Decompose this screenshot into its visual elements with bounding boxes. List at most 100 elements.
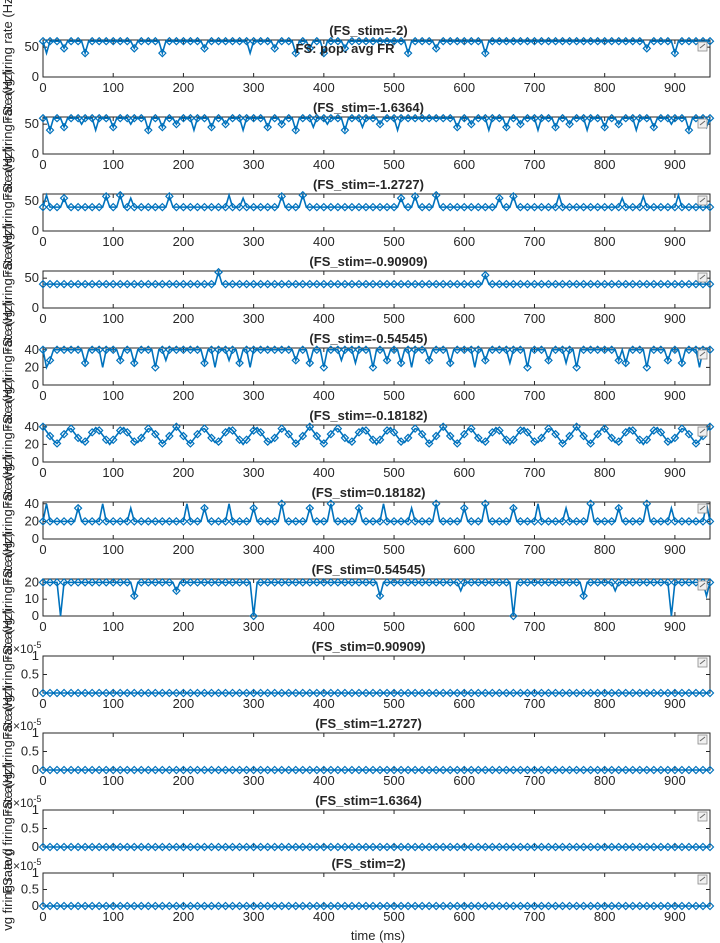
data-point-marker xyxy=(530,202,539,212)
data-point-marker xyxy=(663,842,673,852)
data-point-marker xyxy=(445,765,455,775)
data-point-marker xyxy=(544,36,553,46)
data-point-marker xyxy=(656,427,666,437)
data-point-marker xyxy=(466,279,476,289)
data-point-marker xyxy=(80,358,90,368)
brush-icon xyxy=(697,349,708,360)
data-point-marker xyxy=(66,901,76,911)
data-point-marker xyxy=(298,431,308,441)
data-point-marker xyxy=(333,688,343,698)
data-point-marker xyxy=(52,345,62,355)
x-tick-label: 600 xyxy=(453,465,475,480)
data-point-marker xyxy=(284,765,294,775)
data-point-marker xyxy=(565,578,574,587)
data-point-marker xyxy=(305,765,315,775)
x-tick-label: 400 xyxy=(313,234,335,249)
data-point-marker xyxy=(94,36,104,46)
data-point-marker xyxy=(389,688,399,698)
data-point-marker xyxy=(150,517,160,526)
data-point-marker xyxy=(396,437,406,446)
data-point-marker xyxy=(642,113,652,123)
x-tick-label: 400 xyxy=(313,157,335,172)
data-point-marker xyxy=(207,122,216,132)
data-point-marker xyxy=(424,688,434,698)
data-point-marker xyxy=(136,765,146,775)
data-point-marker xyxy=(235,578,244,587)
data-point-marker xyxy=(165,113,174,123)
data-point-marker xyxy=(256,36,266,46)
data-point-marker xyxy=(214,688,223,698)
data-point-marker xyxy=(649,842,659,852)
data-point-marker xyxy=(579,202,588,212)
data-point-marker xyxy=(73,279,83,289)
subplot-12: (FS_stim=2) 00.5 1 0 100 200 300 400 500 600 700 80… xyxy=(0,848,715,931)
data-point-marker xyxy=(389,578,399,587)
data-point-marker xyxy=(249,765,258,775)
data-point-marker xyxy=(270,765,280,775)
data-point-marker xyxy=(312,842,322,852)
data-point-marker xyxy=(186,279,195,289)
data-point-marker xyxy=(649,202,659,212)
data-point-marker xyxy=(52,279,62,289)
data-point-marker xyxy=(607,578,617,587)
data-point-marker xyxy=(122,765,132,775)
x-tick-label: 300 xyxy=(243,542,265,557)
data-point-marker xyxy=(382,36,392,46)
data-point-marker xyxy=(537,842,546,852)
data-point-marker xyxy=(614,202,624,212)
data-point-marker xyxy=(509,36,518,46)
data-point-marker xyxy=(298,279,308,289)
x-tick-label: 800 xyxy=(594,80,616,95)
data-point-marker xyxy=(228,578,237,587)
data-point-marker xyxy=(635,113,645,123)
data-point-marker xyxy=(235,202,244,212)
data-point-marker xyxy=(565,345,574,355)
data-point-marker xyxy=(193,202,202,212)
data-point-marker xyxy=(326,345,336,355)
data-point-marker xyxy=(80,437,90,446)
data-point-marker xyxy=(452,279,462,289)
data-point-marker xyxy=(129,44,139,53)
brush-icon-stroke xyxy=(699,428,706,434)
data-point-marker xyxy=(158,202,167,212)
x-axis-label: time (ms) xyxy=(351,928,405,943)
y-tick-label: 0 xyxy=(32,685,39,700)
data-point-marker xyxy=(438,422,448,432)
data-point-marker xyxy=(94,426,104,435)
data-point-marker xyxy=(108,279,118,289)
data-point-marker xyxy=(635,901,645,911)
x-tick-label: 600 xyxy=(453,619,475,634)
data-point-marker xyxy=(179,688,188,698)
x-tick-label: 0 xyxy=(39,465,46,480)
y-tick-label: 40 xyxy=(25,342,39,357)
data-point-marker xyxy=(347,901,357,911)
data-point-marker xyxy=(73,901,83,911)
data-point-marker xyxy=(326,499,336,509)
data-point-marker xyxy=(495,901,504,911)
data-point-marker xyxy=(424,842,434,852)
data-point-marker xyxy=(193,901,202,911)
data-point-marker xyxy=(375,591,385,601)
data-point-marker xyxy=(66,113,76,123)
x-tick-label: 700 xyxy=(524,80,546,95)
data-point-marker xyxy=(684,202,694,212)
data-point-marker xyxy=(270,578,280,587)
data-point-marker xyxy=(115,842,125,852)
data-point-marker xyxy=(361,517,371,526)
data-point-marker xyxy=(122,688,132,698)
data-point-marker xyxy=(200,113,209,123)
data-point-marker xyxy=(136,688,146,698)
data-point-marker xyxy=(628,426,638,435)
data-point-marker xyxy=(677,202,687,212)
axes-box xyxy=(42,872,711,907)
data-point-marker xyxy=(249,611,258,621)
data-point-marker xyxy=(558,345,567,355)
data-point-marker xyxy=(551,765,560,775)
data-point-marker xyxy=(256,688,266,698)
data-point-marker xyxy=(129,591,139,601)
data-point-marker xyxy=(305,358,315,368)
data-point-marker xyxy=(45,279,55,289)
data-point-marker xyxy=(705,517,715,526)
data-point-marker xyxy=(228,842,237,852)
